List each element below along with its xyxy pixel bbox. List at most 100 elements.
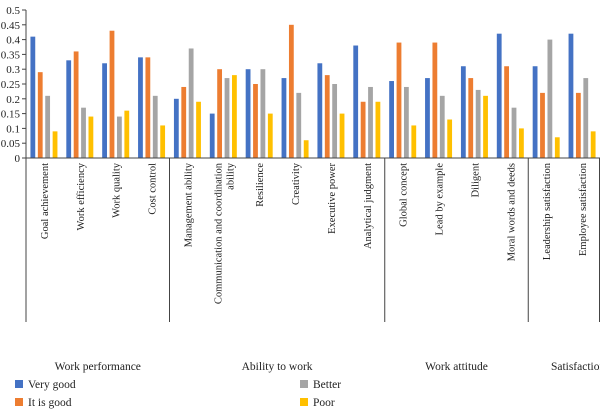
- bar-very-good-13: [460, 66, 466, 158]
- bar-better-1: [45, 95, 51, 158]
- bar-poor-14: [519, 128, 524, 158]
- bar-very-good-3: [102, 63, 107, 158]
- category-label-11: Global concept: [399, 163, 410, 227]
- bar-poor-16: [590, 131, 596, 158]
- bar-it-is-good-9: [324, 75, 330, 158]
- group-label-4: Satisfaction: [551, 361, 600, 373]
- category-label-14: Moral words and deeds: [506, 163, 517, 261]
- bar-it-is-good-4: [145, 57, 151, 158]
- bar-it-is-good-2: [73, 51, 79, 158]
- bar-very-good-2: [66, 60, 72, 158]
- bar-poor-8: [303, 140, 309, 158]
- category-label-7: Resilience: [255, 163, 266, 207]
- bar-very-good-4: [138, 57, 143, 158]
- bar-better-14: [511, 107, 517, 158]
- bar-poor-7: [267, 113, 273, 158]
- bar-better-8: [296, 92, 302, 158]
- bar-it-is-good-6: [217, 69, 223, 158]
- bar-very-good-11: [389, 81, 394, 158]
- bar-very-good-15: [532, 66, 538, 158]
- bar-it-is-good-3: [109, 30, 115, 158]
- bar-poor-9: [339, 113, 345, 158]
- bar-very-good-12: [425, 78, 430, 158]
- bar-it-is-good-11: [396, 42, 402, 159]
- bar-better-2: [81, 107, 86, 158]
- legend-swatch-2: [15, 398, 23, 406]
- legend-label-1: Very good: [28, 379, 76, 391]
- legend-swatch-4: [300, 398, 308, 406]
- y-tick-label: 0.1: [6, 123, 20, 135]
- bar-better-6: [224, 78, 230, 158]
- bar-very-good-5: [173, 98, 179, 158]
- bar-it-is-good-12: [432, 42, 438, 159]
- category-label-16: Employee satisfaction: [578, 162, 589, 256]
- bar-it-is-good-13: [468, 78, 474, 158]
- category-label-13: Diligent: [470, 163, 481, 197]
- bar-very-good-6: [209, 113, 215, 158]
- category-label-1: Goal achievement: [40, 163, 51, 239]
- bar-poor-12: [447, 119, 453, 158]
- bar-very-good-16: [568, 33, 574, 158]
- y-tick-label: 0.5: [6, 5, 20, 17]
- bar-it-is-good-1: [37, 72, 43, 158]
- category-label-2: Work efficiency: [76, 162, 87, 230]
- y-tick-label: 0.35: [1, 49, 21, 61]
- bar-better-12: [439, 95, 445, 158]
- y-tick-label: 0.2: [6, 94, 20, 106]
- legend-label-3: Better: [313, 379, 341, 391]
- bar-poor-10: [375, 101, 381, 158]
- bar-very-good-9: [317, 63, 323, 158]
- group-label-3: Work attitude: [425, 361, 488, 373]
- bar-better-15: [547, 39, 553, 158]
- category-label-4: Cost control: [148, 163, 159, 215]
- bar-it-is-good-15: [540, 92, 545, 158]
- bar-poor-15: [554, 137, 560, 158]
- legend-label-2: It is good: [28, 397, 72, 409]
- bar-better-13: [475, 89, 481, 158]
- group-label-1: Work performance: [55, 361, 141, 373]
- category-label-8: Creativity: [291, 162, 302, 205]
- bar-it-is-good-10: [360, 101, 366, 158]
- y-tick-label: 0: [15, 153, 21, 165]
- bar-better-3: [116, 116, 122, 158]
- category-label-3: Work quality: [112, 162, 123, 218]
- category-label-15: Leadership satisfaction: [542, 162, 553, 260]
- y-tick-label: 0.3: [6, 64, 20, 76]
- category-label-5: Management ability: [183, 162, 194, 247]
- bar-poor-4: [160, 125, 166, 158]
- bar-better-10: [368, 86, 373, 158]
- group-label-2: Ability to work: [242, 361, 313, 373]
- bar-it-is-good-5: [181, 86, 187, 158]
- bar-poor-1: [52, 131, 58, 158]
- bar-very-good-8: [281, 78, 287, 158]
- bar-it-is-good-16: [575, 92, 581, 158]
- category-label-9: Executive power: [327, 163, 338, 234]
- bar-poor-11: [411, 125, 417, 158]
- bar-very-good-7: [245, 69, 251, 158]
- category-label-12: Lead by example: [435, 163, 446, 236]
- legend-label-4: Poor: [313, 397, 335, 409]
- bar-better-4: [152, 95, 158, 158]
- bar-very-good-10: [353, 45, 359, 158]
- y-tick-label: 0.15: [1, 109, 21, 121]
- bar-better-9: [332, 84, 338, 158]
- bar-better-16: [583, 78, 589, 158]
- category-label-10: Analytical judgment: [363, 163, 374, 249]
- bar-it-is-good-8: [288, 24, 294, 158]
- bar-it-is-good-7: [253, 84, 258, 158]
- bar-it-is-good-14: [504, 66, 510, 158]
- bar-better-11: [403, 86, 409, 158]
- category-label-6: Communication and coordinationability: [213, 162, 236, 304]
- bar-poor-13: [483, 95, 488, 158]
- y-tick-label: 0.25: [1, 79, 21, 91]
- y-tick-label: 0.45: [1, 20, 21, 32]
- bar-poor-5: [196, 101, 201, 158]
- legend-swatch-1: [15, 380, 23, 388]
- y-tick-label: 0.05: [1, 138, 21, 150]
- bar-poor-3: [124, 110, 130, 158]
- bar-better-7: [260, 69, 266, 158]
- bar-very-good-1: [30, 36, 36, 158]
- bar-very-good-14: [496, 33, 502, 158]
- bar-poor-6: [232, 75, 237, 158]
